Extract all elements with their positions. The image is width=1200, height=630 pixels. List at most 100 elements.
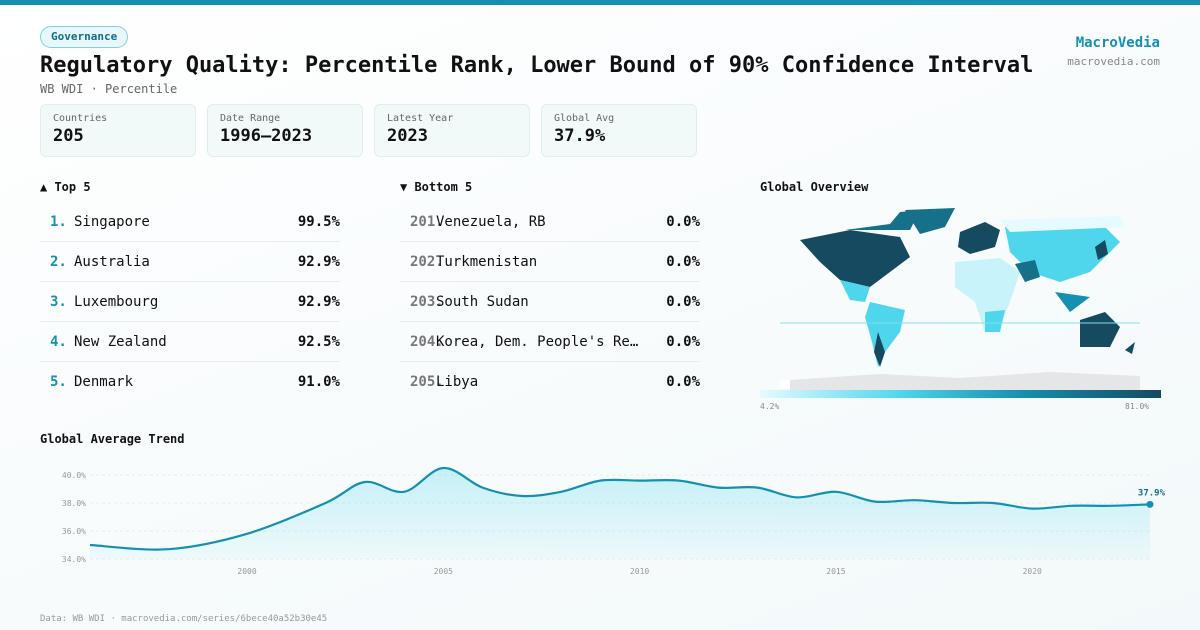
bottom5-title: ▼ Bottom 5 xyxy=(400,180,473,194)
y-tick-label: 34.0% xyxy=(62,555,86,564)
list-item[interactable]: 2. Australia 92.9% xyxy=(40,242,340,282)
brand-name: MacroVedia xyxy=(1075,35,1160,51)
stat-value: 1996–2023 xyxy=(220,126,313,146)
southern-africa xyxy=(985,310,1005,332)
brand[interactable]: MacroVedia macrovedia.com xyxy=(1067,35,1160,68)
trend-area xyxy=(90,467,1150,559)
x-tick-label: 2010 xyxy=(630,567,649,576)
country-name: Libya xyxy=(436,374,479,390)
stat-label: Countries xyxy=(53,113,108,124)
legend-min: 4.2% xyxy=(760,402,780,411)
country-value: 0.0% xyxy=(666,374,700,390)
list-item[interactable]: 201. Venezuela, RB 0.0% xyxy=(400,202,700,242)
greenland xyxy=(905,208,955,234)
last-point-marker xyxy=(1146,500,1154,508)
country-name: Luxembourg xyxy=(74,293,159,310)
page-title: Regulatory Quality: Percentile Rank, Low… xyxy=(40,53,1034,78)
category-badge[interactable]: Governance xyxy=(40,26,129,48)
stat-label: Latest Year xyxy=(387,113,454,124)
stat-date-range: Date Range 1996–2023 xyxy=(207,104,363,157)
trend-chart[interactable]: 34.0% 36.0% 38.0% 40.0% 2000 2005 2010 2015 2020… xyxy=(0,450,1200,600)
rank: 204. xyxy=(410,333,444,350)
page-subtitle: WB WDI · Percentile xyxy=(40,82,178,96)
country-name: Australia xyxy=(74,253,150,270)
list-item[interactable]: 204. Korea, Dem. People's Rep. 0.0% xyxy=(400,322,700,362)
footer-source: Data: WB WDI · macrovedia.com/series/6be… xyxy=(40,614,328,624)
list-item[interactable]: 203. South Sudan 0.0% xyxy=(400,282,700,322)
country-value: 99.5% xyxy=(297,213,340,230)
stat-value: 37.9% xyxy=(554,126,606,146)
country-value: 92.5% xyxy=(297,333,340,350)
stat-value: 205 xyxy=(53,126,84,146)
japan xyxy=(1095,240,1108,260)
new-zealand xyxy=(1125,342,1135,354)
global-overview: Global Overview xyxy=(760,180,1160,396)
country-value: 0.0% xyxy=(666,253,700,270)
australia xyxy=(1080,312,1120,347)
list-item[interactable]: 5. Denmark 91.0% xyxy=(40,362,340,402)
antarctica xyxy=(790,372,1140,392)
southeast-asia xyxy=(1055,292,1090,312)
country-value: 92.9% xyxy=(297,253,340,270)
list-item[interactable]: 205. Libya 0.0% xyxy=(400,362,700,402)
brand-url: macrovedia.com xyxy=(1067,55,1160,68)
list-item[interactable]: 202. Turkmenistan 0.0% xyxy=(400,242,700,282)
bottom5-list: ▼ Bottom 5 201. Venezuela, RB 0.0% 202. Turk… xyxy=(400,180,700,402)
europe xyxy=(958,222,1000,254)
trend-title: Global Average Trend xyxy=(40,432,185,446)
top-accent-bar xyxy=(0,0,1200,5)
russia xyxy=(1000,216,1125,232)
world-map[interactable] xyxy=(760,202,1160,392)
stat-label: Global Avg xyxy=(554,113,615,124)
y-tick-label: 40.0% xyxy=(62,471,86,480)
stats-row: Countries 205 Date Range 1996–2023 Latest … xyxy=(40,104,697,157)
list-item[interactable]: 4. New Zealand 92.5% xyxy=(40,322,340,362)
trend-line xyxy=(89,466,1151,551)
x-tick-label: 2000 xyxy=(237,567,256,576)
country-name: Singapore xyxy=(74,213,150,230)
chile xyxy=(874,332,885,367)
x-tick-label: 2020 xyxy=(1023,567,1042,576)
rank: 2. xyxy=(50,253,67,270)
rank: 5. xyxy=(50,374,67,390)
rank: 203. xyxy=(410,293,444,310)
country-value: 0.0% xyxy=(666,333,700,350)
country-name: Denmark xyxy=(74,374,134,390)
legend-max: 81.0% xyxy=(1125,402,1150,411)
y-tick-label: 38.0% xyxy=(62,499,86,508)
x-tick-label: 2015 xyxy=(826,567,845,576)
stat-global-avg: Global Avg 37.9% xyxy=(541,104,697,157)
rank: 201. xyxy=(410,213,444,230)
country-value: 91.0% xyxy=(297,374,340,390)
map-legend-gradient xyxy=(760,390,1161,398)
last-value-label: 37.9% xyxy=(1138,488,1166,498)
rank: 3. xyxy=(50,293,67,310)
country-name: Venezuela, RB xyxy=(436,213,546,230)
stat-value: 2023 xyxy=(387,126,428,146)
rank: 4. xyxy=(50,333,67,350)
stat-latest-year: Latest Year 2023 xyxy=(374,104,530,157)
country-name: Turkmenistan xyxy=(436,253,538,270)
country-value: 92.9% xyxy=(297,293,340,310)
y-tick-label: 36.0% xyxy=(62,527,86,536)
rank: 1. xyxy=(50,213,67,230)
list-item[interactable]: 1. Singapore 99.5% xyxy=(40,202,340,242)
stat-label: Date Range xyxy=(220,113,281,124)
country-value: 0.0% xyxy=(666,213,700,230)
middle-east xyxy=(1015,260,1040,282)
stat-countries: Countries 205 xyxy=(40,104,196,157)
country-name: South Sudan xyxy=(436,293,529,310)
south-america xyxy=(865,302,905,367)
arctic-canada xyxy=(845,210,920,230)
north-america xyxy=(800,230,910,287)
country-name: New Zealand xyxy=(74,333,167,350)
top5-list: ▲ Top 5 1. Singapore 99.5% 2. Australia 92.9%… xyxy=(40,180,340,402)
rank: 202. xyxy=(410,253,444,270)
map-title: Global Overview xyxy=(760,180,869,194)
top5-title: ▲ Top 5 xyxy=(40,180,91,194)
country-value: 0.0% xyxy=(666,293,700,310)
country-name: Korea, Dem. People's Rep. xyxy=(436,333,640,350)
list-item[interactable]: 3. Luxembourg 92.9% xyxy=(40,282,340,322)
central-america xyxy=(840,280,870,302)
x-tick-label: 2005 xyxy=(434,567,453,576)
